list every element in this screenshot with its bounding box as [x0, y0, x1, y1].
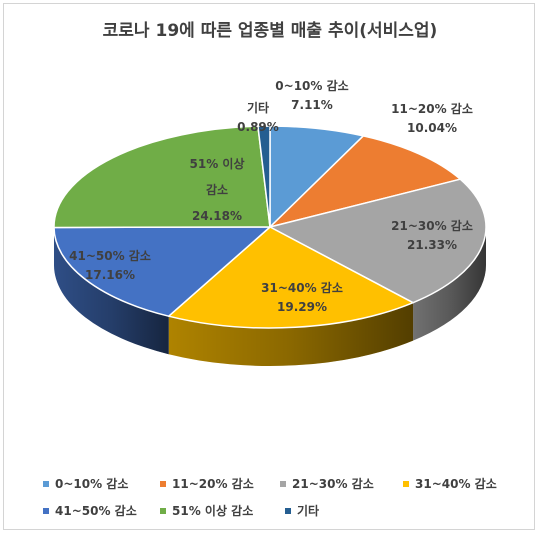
legend-swatch	[43, 508, 49, 514]
data-label-line: 17.16%	[85, 268, 135, 282]
legend-label: 31~40% 감소	[415, 476, 497, 491]
data-label-31-40: 31~40% 감소 19.29%	[261, 280, 343, 314]
legend-item-41-50[interactable]: 41~50% 감소	[43, 503, 137, 518]
data-label-41-50: 41~50% 감소 17.16%	[69, 248, 151, 282]
slice-other[interactable]	[257, 125, 271, 228]
data-label-other: 기타 0.89%	[237, 100, 279, 134]
data-label-line: 0~10% 감소	[275, 78, 348, 93]
data-label-line: 41~50% 감소	[69, 248, 151, 263]
data-label-21-30: 21~30% 감소 21.33%	[391, 218, 473, 252]
legend-swatch	[160, 481, 166, 487]
data-label-11-20: 11~20% 감소 10.04%	[391, 101, 473, 135]
legend-swatch	[160, 508, 166, 514]
data-label-line: 기타	[247, 100, 269, 115]
legend-label: 21~30% 감소	[292, 476, 374, 491]
legend-label: 기타	[297, 503, 319, 518]
slice-11-20[interactable]	[269, 135, 462, 228]
data-label-line: 10.04%	[407, 121, 457, 135]
data-label-line: 31~40% 감소	[261, 280, 343, 295]
legend-swatch	[280, 481, 286, 487]
legend-item-other[interactable]: 기타	[285, 503, 319, 518]
data-label-line: 51% 이상	[190, 156, 245, 171]
pie-slices	[53, 125, 487, 329]
legend-item-51[interactable]: 51% 이상 감소	[160, 503, 253, 518]
legend-label: 41~50% 감소	[55, 503, 137, 518]
legend-label: 11~20% 감소	[172, 476, 254, 491]
legend-label: 51% 이상 감소	[172, 503, 253, 518]
data-label-line: 19.29%	[277, 300, 327, 314]
slice-41-50[interactable]	[53, 226, 271, 317]
slice-51[interactable]	[53, 125, 271, 229]
legend: 0~10% 감소 11~20% 감소 21~30% 감소 31~40% 감소 41~50…	[43, 476, 497, 518]
data-label-line: 감소	[206, 182, 228, 197]
data-label-line: 21~30% 감소	[391, 218, 473, 233]
legend-swatch	[285, 508, 291, 514]
legend-item-31-40[interactable]: 31~40% 감소	[403, 476, 497, 491]
legend-label: 0~10% 감소	[55, 476, 128, 491]
data-label-line: 7.11%	[291, 98, 333, 112]
data-labels: 0~10% 감소 7.11% 11~20% 감소 10.04% 21~30% 감소 21.…	[69, 78, 473, 314]
chart-title: 코로나 19에 따른 업종별 매출 추이(서비스업)	[103, 21, 438, 41]
legend-swatch	[403, 481, 409, 487]
slice-31-40[interactable]	[167, 226, 414, 329]
slice-side-31-40-shading	[168, 302, 414, 366]
data-label-line: 11~20% 감소	[391, 101, 473, 116]
legend-item-11-20[interactable]: 11~20% 감소	[160, 476, 254, 491]
data-label-line: 24.18%	[192, 209, 242, 223]
data-label-line: 21.33%	[407, 238, 457, 252]
slice-21-30[interactable]	[269, 178, 487, 304]
legend-item-21-30[interactable]: 21~30% 감소	[280, 476, 374, 491]
data-label-line: 0.89%	[237, 120, 279, 134]
legend-swatch	[43, 481, 49, 487]
data-label-0-10: 0~10% 감소 7.11%	[275, 78, 348, 112]
legend-item-0-10[interactable]: 0~10% 감소	[43, 476, 128, 491]
slice-side-41-50-shading	[54, 227, 169, 355]
